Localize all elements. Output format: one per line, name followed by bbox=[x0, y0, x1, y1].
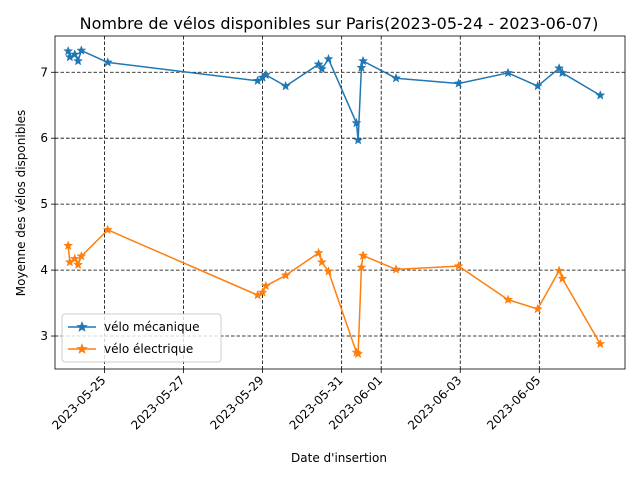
data-point-electrique bbox=[532, 303, 543, 314]
y-tick-label: 6 bbox=[40, 131, 48, 145]
data-point-electrique bbox=[102, 224, 113, 235]
data-point-electrique bbox=[316, 256, 327, 267]
legend: vélo mécanique vélo électrique bbox=[61, 313, 222, 363]
data-point-electrique bbox=[76, 250, 87, 261]
plot-area-frame bbox=[54, 35, 626, 370]
data-point-mecanique bbox=[557, 67, 568, 78]
data-point-electrique bbox=[502, 294, 514, 305]
legend-label-mecanique: vélo mécanique bbox=[104, 320, 200, 334]
data-point-mecanique bbox=[358, 55, 369, 66]
data-point-mecanique bbox=[353, 134, 364, 145]
series-layer bbox=[63, 45, 606, 359]
data-point-electrique bbox=[453, 260, 464, 271]
y-tick-label: 4 bbox=[40, 263, 48, 277]
data-point-mecanique bbox=[313, 59, 324, 69]
data-point-mecanique bbox=[102, 57, 113, 67]
data-point-mecanique bbox=[76, 45, 87, 55]
y-axis-ticks: 3 4 5 6 7 bbox=[40, 65, 55, 343]
data-point-electrique bbox=[313, 247, 324, 258]
data-point-electrique bbox=[595, 338, 606, 349]
data-point-electrique bbox=[353, 348, 364, 359]
legend-marker-electrique bbox=[76, 342, 88, 354]
data-point-mecanique bbox=[453, 78, 464, 88]
legend-label-electrique: vélo électrique bbox=[104, 342, 193, 356]
data-point-mecanique bbox=[351, 117, 362, 128]
data-point-mecanique bbox=[356, 62, 367, 72]
y-tick-label: 3 bbox=[40, 329, 48, 343]
data-point-mecanique bbox=[63, 45, 74, 56]
data-point-electrique bbox=[63, 240, 74, 250]
data-point-electrique bbox=[390, 264, 402, 274]
data-point-electrique bbox=[323, 266, 334, 276]
legend-marker-mecanique bbox=[76, 320, 88, 332]
data-point-electrique bbox=[557, 273, 568, 283]
data-point-mecanique bbox=[532, 80, 543, 91]
data-point-mecanique bbox=[69, 49, 80, 59]
data-point-mecanique bbox=[260, 69, 271, 80]
data-point-mecanique bbox=[280, 80, 291, 91]
data-point-electrique bbox=[73, 259, 84, 270]
data-point-electrique bbox=[280, 270, 291, 280]
data-point-electrique bbox=[257, 287, 268, 297]
chart-title: Nombre de vélos disponibles sur Paris(20… bbox=[80, 14, 599, 33]
legend-box bbox=[61, 313, 222, 363]
y-axis-label: Moyenne des vélos disponibles bbox=[14, 110, 28, 297]
series-mecanique bbox=[63, 45, 606, 145]
data-point-mecanique bbox=[323, 53, 334, 64]
x-axis-label: Date d'insertion bbox=[291, 451, 387, 465]
data-point-mecanique bbox=[595, 90, 606, 100]
data-point-mecanique bbox=[554, 62, 565, 73]
y-tick-label: 5 bbox=[40, 197, 48, 211]
data-point-electrique bbox=[554, 265, 565, 276]
data-point-mecanique bbox=[390, 72, 402, 83]
data-point-electrique bbox=[358, 250, 369, 260]
series-electrique bbox=[63, 224, 606, 359]
data-point-mecanique bbox=[316, 63, 327, 74]
data-point-mecanique bbox=[502, 67, 514, 78]
data-point-mecanique bbox=[73, 55, 84, 66]
data-point-electrique bbox=[260, 280, 271, 291]
y-tick-label: 7 bbox=[40, 65, 48, 79]
data-point-electrique bbox=[356, 262, 367, 272]
data-point-electrique bbox=[69, 253, 80, 264]
